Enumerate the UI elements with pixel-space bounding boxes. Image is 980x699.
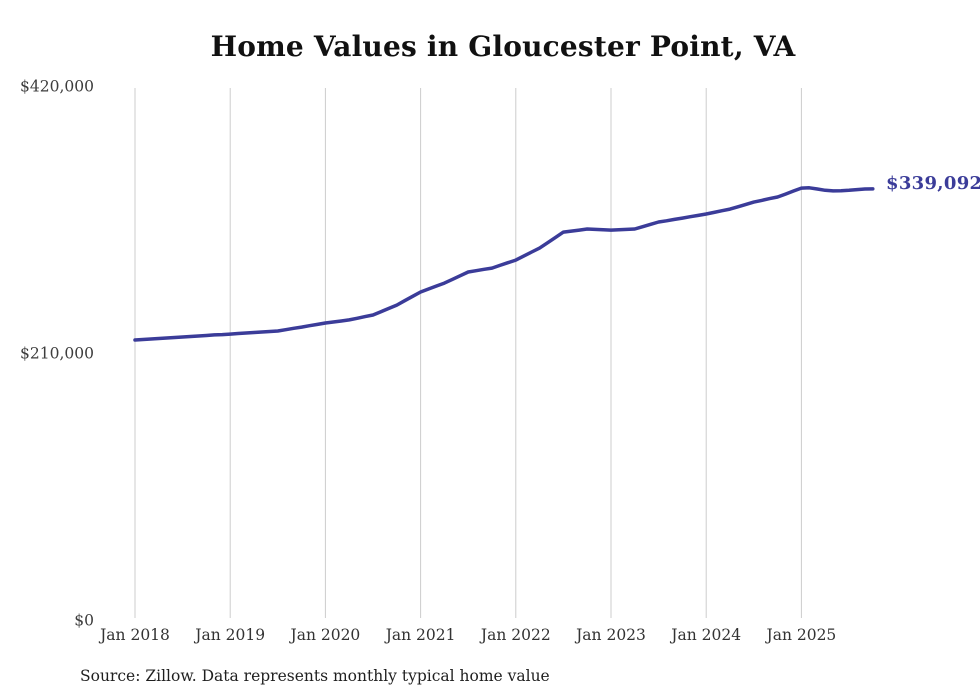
x-tick-label: Jan 2025: [764, 626, 836, 644]
home-value-series-line: [133, 186, 875, 342]
x-tick-label: Jan 2022: [479, 626, 551, 644]
x-tick-label: Jan 2024: [669, 626, 741, 644]
x-tick-label: Jan 2018: [98, 626, 170, 644]
source-note: Source: Zillow. Data represents monthly …: [80, 667, 550, 685]
x-tick-label: Jan 2019: [193, 626, 265, 644]
x-tick-label: Jan 2020: [288, 626, 360, 644]
chart-title: Home Values in Gloucester Point, VA: [210, 30, 796, 63]
y-tick-label: $210,000: [20, 345, 94, 363]
latest-value-label: $339,092: [886, 173, 980, 194]
x-tick-label: Jan 2023: [574, 626, 646, 644]
x-tick-label: Jan 2021: [384, 626, 456, 644]
y-tick-label: $420,000: [20, 78, 94, 96]
y-tick-label: $0: [74, 612, 94, 630]
